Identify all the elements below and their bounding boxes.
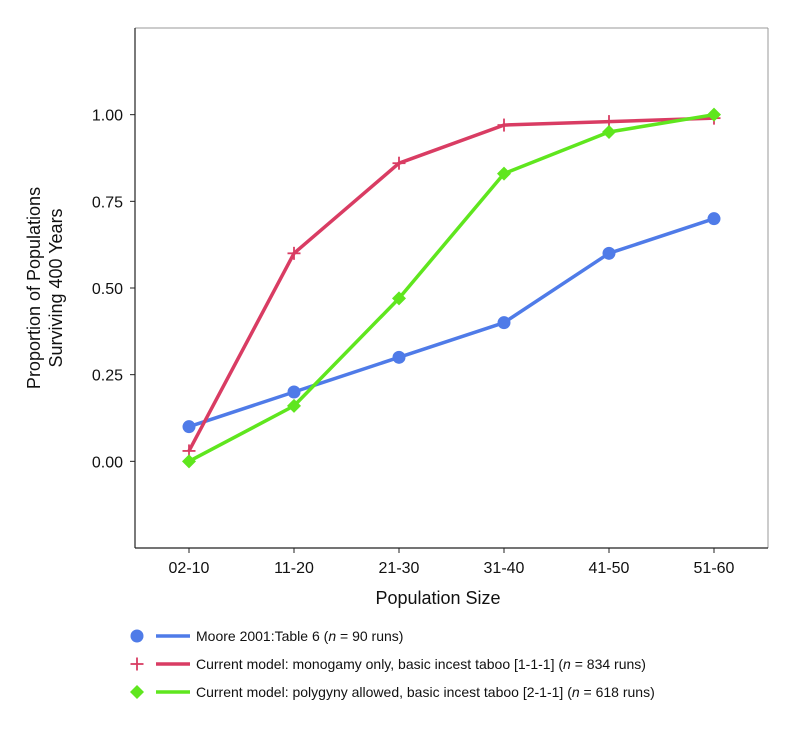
data-point: [707, 212, 721, 226]
data-point: [497, 118, 511, 132]
legend-item-3: Current model: polygyny allowed, basic i…: [130, 684, 655, 700]
x-tick-label: 02-10: [169, 560, 210, 577]
legend-label: Moore 2001:Table 6 (n = 90 runs): [196, 628, 403, 644]
legend-item-1: Moore 2001:Table 6 (n = 90 runs): [130, 628, 403, 644]
legend-marker: [130, 629, 144, 643]
series-3: [182, 107, 721, 469]
data-point: [287, 398, 301, 413]
y-axis-title-line: Proportion of Populations: [24, 187, 44, 389]
series-line: [187, 116, 715, 452]
data-point: [602, 246, 616, 260]
legend-label-part: = 90 runs): [336, 628, 403, 644]
data-point: [707, 107, 721, 122]
data-point: [287, 385, 301, 399]
legend-label-part: = 834 runs): [571, 656, 646, 672]
data-point: [602, 125, 616, 139]
x-axis: 02-10 11-20 21-30 31-40 41-50 51-60: [169, 548, 735, 577]
x-axis-title: Population Size: [375, 588, 500, 608]
y-axis: 0.00 0.25 0.50 0.75 1.00: [92, 108, 135, 471]
series-line: [188, 112, 715, 463]
y-tick-label: 0.00: [92, 454, 123, 471]
legend: Moore 2001:Table 6 (n = 90 runs)Current …: [130, 628, 655, 700]
data-point: [392, 350, 406, 364]
legend-label-part: Current model: monogamy only, basic ince…: [196, 656, 563, 672]
series-2: [182, 111, 721, 458]
series-1: [182, 212, 721, 434]
legend-label-part: n: [572, 684, 580, 700]
y-axis-title: Proportion of Populations Surviving 400 Y…: [24, 187, 66, 389]
data-point: [392, 156, 406, 170]
x-tick-label: 11-20: [274, 560, 314, 577]
y-axis-title-text: Proportion of Populations Surviving 400 Y…: [24, 187, 66, 389]
legend-marker: [130, 657, 144, 671]
x-tick-label: 21-30: [379, 560, 420, 577]
y-axis-title-line: Surviving 400 Years: [46, 208, 66, 367]
data-point: [287, 246, 301, 260]
legend-label: Current model: polygyny allowed, basic i…: [196, 684, 655, 700]
legend-marker: [130, 685, 144, 699]
legend-label-part: Current model: polygyny allowed, basic i…: [196, 684, 572, 700]
data-point: [182, 454, 196, 469]
data-point: [392, 291, 406, 306]
x-tick-label: 31-40: [484, 560, 525, 577]
series-layer: [182, 107, 721, 469]
legend-label-part: n: [563, 656, 571, 672]
data-point: [497, 316, 511, 330]
series-line: [188, 217, 715, 429]
y-tick-label: 0.50: [92, 281, 123, 298]
legend-item-2: Current model: monogamy only, basic ince…: [130, 656, 646, 672]
y-tick-label: 0.25: [92, 368, 123, 385]
y-tick-label: 1.00: [92, 108, 123, 125]
legend-label: Current model: monogamy only, basic ince…: [196, 656, 646, 672]
x-tick-label: 51-60: [694, 560, 735, 577]
data-point: [497, 166, 511, 181]
x-tick-label: 41-50: [589, 560, 630, 577]
legend-label-part: n: [328, 628, 336, 644]
plot-frame: [134, 27, 769, 549]
y-tick-label: 0.75: [92, 194, 123, 211]
legend-label-part: Moore 2001:Table 6 (: [196, 628, 329, 644]
legend-label-part: = 618 runs): [580, 684, 655, 700]
data-point: [182, 420, 196, 434]
